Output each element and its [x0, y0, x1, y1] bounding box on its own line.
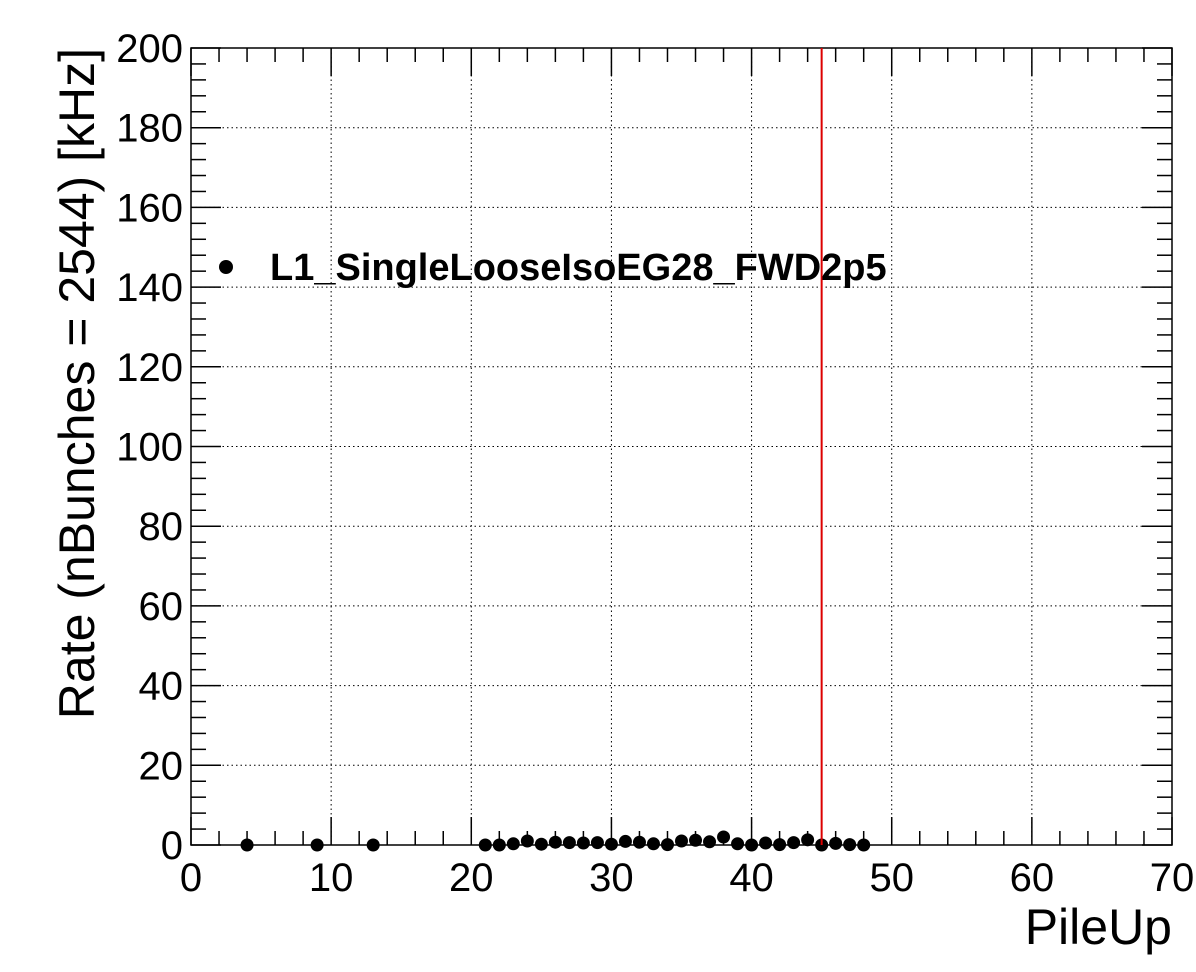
legend: L1_SingleLooseIsoEG28_FWD2p5	[219, 247, 887, 289]
data-point	[520, 834, 534, 848]
x-tick-label: 20	[449, 856, 494, 900]
data-point	[506, 837, 520, 851]
data-point	[675, 834, 688, 848]
grid-lines	[191, 48, 1172, 845]
x-tick-label: 60	[1010, 856, 1055, 900]
data-point	[548, 835, 562, 849]
data-point	[562, 836, 576, 850]
y-tick-label: 140	[116, 266, 183, 310]
data-point	[576, 836, 590, 850]
legend-label: L1_SingleLooseIsoEG28_FWD2p5	[270, 247, 887, 289]
x-tick-labels: 0 10 20 30 40 50 60 70	[180, 856, 1194, 900]
data-points	[240, 830, 871, 852]
data-point	[534, 837, 548, 851]
y-tick-label: 0	[161, 824, 183, 868]
data-point	[857, 838, 871, 852]
data-point	[829, 836, 843, 850]
data-point	[717, 830, 731, 844]
y-tick-label: 80	[139, 505, 184, 549]
y-tick-label: 160	[116, 186, 183, 230]
y-tick-label: 20	[139, 744, 184, 788]
data-point	[660, 838, 674, 852]
data-point	[703, 835, 717, 849]
y-axis-title: Rate (nBunches = 2544) [kHz]	[49, 48, 105, 719]
y-tick-label: 200	[116, 27, 183, 71]
y-tick-labels: 0 20 40 60 80 100 120 140 160 180 200	[116, 27, 183, 868]
y-tick-label: 120	[116, 346, 183, 390]
x-tick-label: 30	[589, 856, 634, 900]
data-point	[843, 838, 857, 852]
data-point	[240, 838, 254, 852]
x-tick-label: 50	[869, 856, 914, 900]
data-point	[366, 838, 380, 852]
y-tick-label: 60	[139, 585, 184, 629]
data-point	[478, 838, 492, 852]
data-point	[773, 838, 787, 852]
data-point	[590, 836, 604, 850]
data-point	[745, 838, 759, 852]
x-tick-label: 10	[309, 856, 354, 900]
axis-ticks	[190, 47, 1173, 846]
x-axis-title: PileUp	[1025, 899, 1172, 955]
data-point	[689, 833, 703, 847]
data-point	[759, 836, 773, 850]
data-point	[632, 835, 646, 849]
legend-marker	[219, 260, 233, 274]
x-tick-label: 0	[180, 856, 202, 900]
data-point	[646, 837, 660, 851]
x-tick-label: 40	[729, 856, 774, 900]
data-point	[604, 837, 618, 851]
y-tick-label: 180	[116, 107, 183, 151]
data-point	[801, 833, 815, 847]
data-point	[731, 837, 745, 851]
data-point	[492, 838, 506, 852]
data-point	[787, 836, 801, 850]
x-tick-label: 70	[1150, 856, 1195, 900]
data-point	[310, 838, 324, 852]
y-tick-label: 100	[116, 426, 183, 470]
y-tick-label: 40	[139, 665, 184, 709]
data-point	[618, 834, 632, 848]
